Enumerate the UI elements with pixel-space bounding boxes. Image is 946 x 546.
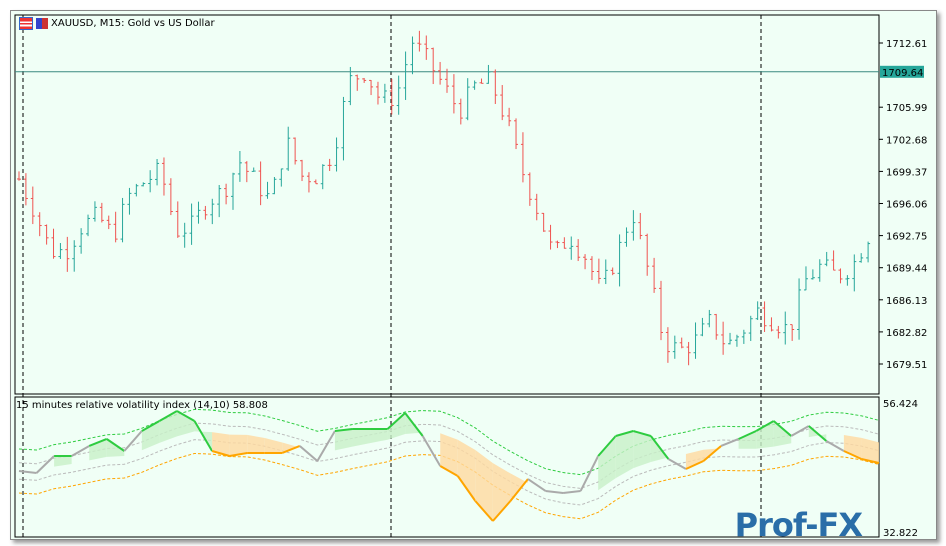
current-price-badge xyxy=(880,65,924,78)
chart-properties-icon[interactable] xyxy=(36,18,48,29)
price-label: 1679.51 xyxy=(886,360,927,371)
rvi-line-segment xyxy=(738,430,757,440)
current-price-label: 1709.64 xyxy=(882,68,923,79)
rvi-line-segment xyxy=(650,435,670,460)
rvi-line-segment xyxy=(386,412,406,430)
price-label: 1689.44 xyxy=(886,264,927,275)
rvi-fill xyxy=(176,411,195,437)
rvi-line-segment xyxy=(702,445,722,462)
price-label: 1692.75 xyxy=(886,232,927,243)
price-label: 1696.06 xyxy=(886,200,927,211)
rvi-fill xyxy=(387,412,406,440)
rvi-fill xyxy=(615,431,634,479)
rvi-line-segment xyxy=(527,478,547,492)
rvi-fill xyxy=(141,420,160,451)
rvi-fill xyxy=(492,463,511,522)
chart-window[interactable]: 1712.61 1705.99 1702.68 1699.37 1696.06 1692.… xyxy=(10,10,937,540)
rvi-line-segment xyxy=(545,489,564,494)
rvi-line-segment xyxy=(176,410,196,422)
rvi-line-segment xyxy=(404,412,424,437)
rvi-fill xyxy=(440,433,458,477)
rvi-line-segment xyxy=(193,420,213,452)
rvi-line-segment xyxy=(18,469,37,475)
rvi-line-segment xyxy=(35,455,55,474)
rvi-line-segment xyxy=(299,445,319,462)
rvi-fill xyxy=(861,437,879,464)
rvi-line-segment xyxy=(685,460,704,470)
prof-fx-logo: Prof-FX xyxy=(734,506,863,544)
price-label: 1686.13 xyxy=(886,296,927,307)
rvi-line-segment xyxy=(71,445,90,457)
chart-title-bar: XAUUSD, M15: Gold vs US Dollar xyxy=(19,17,215,30)
rvi-line-segment xyxy=(316,430,336,462)
rvi-line-segment xyxy=(439,465,459,477)
price-label: 1699.37 xyxy=(886,167,927,178)
rvi-fill xyxy=(370,429,388,444)
main-panel-frame xyxy=(14,14,880,395)
price-label: 1702.68 xyxy=(886,135,927,146)
price-label: 1682.82 xyxy=(886,328,927,339)
rvi-line-segment xyxy=(808,425,827,442)
rvi-fill xyxy=(54,456,72,467)
rvi-fill xyxy=(352,429,371,447)
rvi-line-segment xyxy=(474,500,494,522)
indicator-label: 15 minutes relative volatility index (14… xyxy=(16,400,268,411)
rvi-fill xyxy=(457,439,476,502)
rvi-line-segment xyxy=(790,425,810,437)
rvi-line-segment xyxy=(825,440,845,452)
rvi-line-segment xyxy=(755,420,775,432)
symbol-title: XAUUSD, M15: Gold vs US Dollar xyxy=(51,18,215,29)
rvi-line-segment xyxy=(456,475,477,502)
rvi-fill xyxy=(756,420,774,449)
rvi-line-segment xyxy=(88,438,108,447)
rvi-line-segment xyxy=(667,458,687,470)
rvi-line-segment xyxy=(720,438,739,447)
rvi-line-segment xyxy=(141,420,160,432)
rvi-line-segment xyxy=(106,438,125,452)
indicator-axis-bottom: 32.822 xyxy=(883,528,918,539)
indicator-axis-top: 56.424 xyxy=(883,399,918,410)
rvi-line-segment xyxy=(281,445,301,454)
rvi-line-segment xyxy=(123,430,143,452)
rvi-line-segment xyxy=(579,455,600,492)
rvi-fill xyxy=(598,436,616,491)
rvi-fill xyxy=(685,449,704,470)
rvi-line-segment xyxy=(633,430,652,437)
price-label: 1705.99 xyxy=(886,103,927,114)
rvi-line-segment xyxy=(773,420,792,437)
rvi-line-segment xyxy=(615,430,634,437)
price-label: 1712.61 xyxy=(886,39,927,50)
indicator-panel-frame xyxy=(14,396,880,538)
rvi-fill xyxy=(264,437,283,453)
rvi-line-segment xyxy=(562,489,581,494)
rvi-line-segment xyxy=(861,458,880,464)
rvi-line-segment xyxy=(597,435,617,457)
rvi-line-segment xyxy=(211,450,230,457)
rvi-fill xyxy=(229,434,248,457)
rvi-line-segment xyxy=(158,410,178,422)
rvi-fill xyxy=(334,429,353,451)
rvi-line-segment xyxy=(843,450,862,460)
rvi-fill xyxy=(212,432,230,457)
rvi-fill xyxy=(738,431,757,449)
rvi-fill xyxy=(106,438,125,457)
rvi-line-segment xyxy=(421,435,442,467)
rvi-fill xyxy=(247,434,265,453)
rvi-line-segment xyxy=(229,451,248,457)
rvi-line-segment xyxy=(334,428,353,432)
rvi-fill xyxy=(475,450,493,522)
rvi-fill xyxy=(773,420,792,447)
chart-canvas[interactable]: 1712.61 1705.99 1702.68 1699.37 1696.06 1692.… xyxy=(11,11,936,539)
rvi-fill xyxy=(633,431,651,469)
chart-window-icon xyxy=(19,17,33,30)
rvi-line-segment xyxy=(492,500,512,522)
rvi-line-segment xyxy=(509,478,529,502)
